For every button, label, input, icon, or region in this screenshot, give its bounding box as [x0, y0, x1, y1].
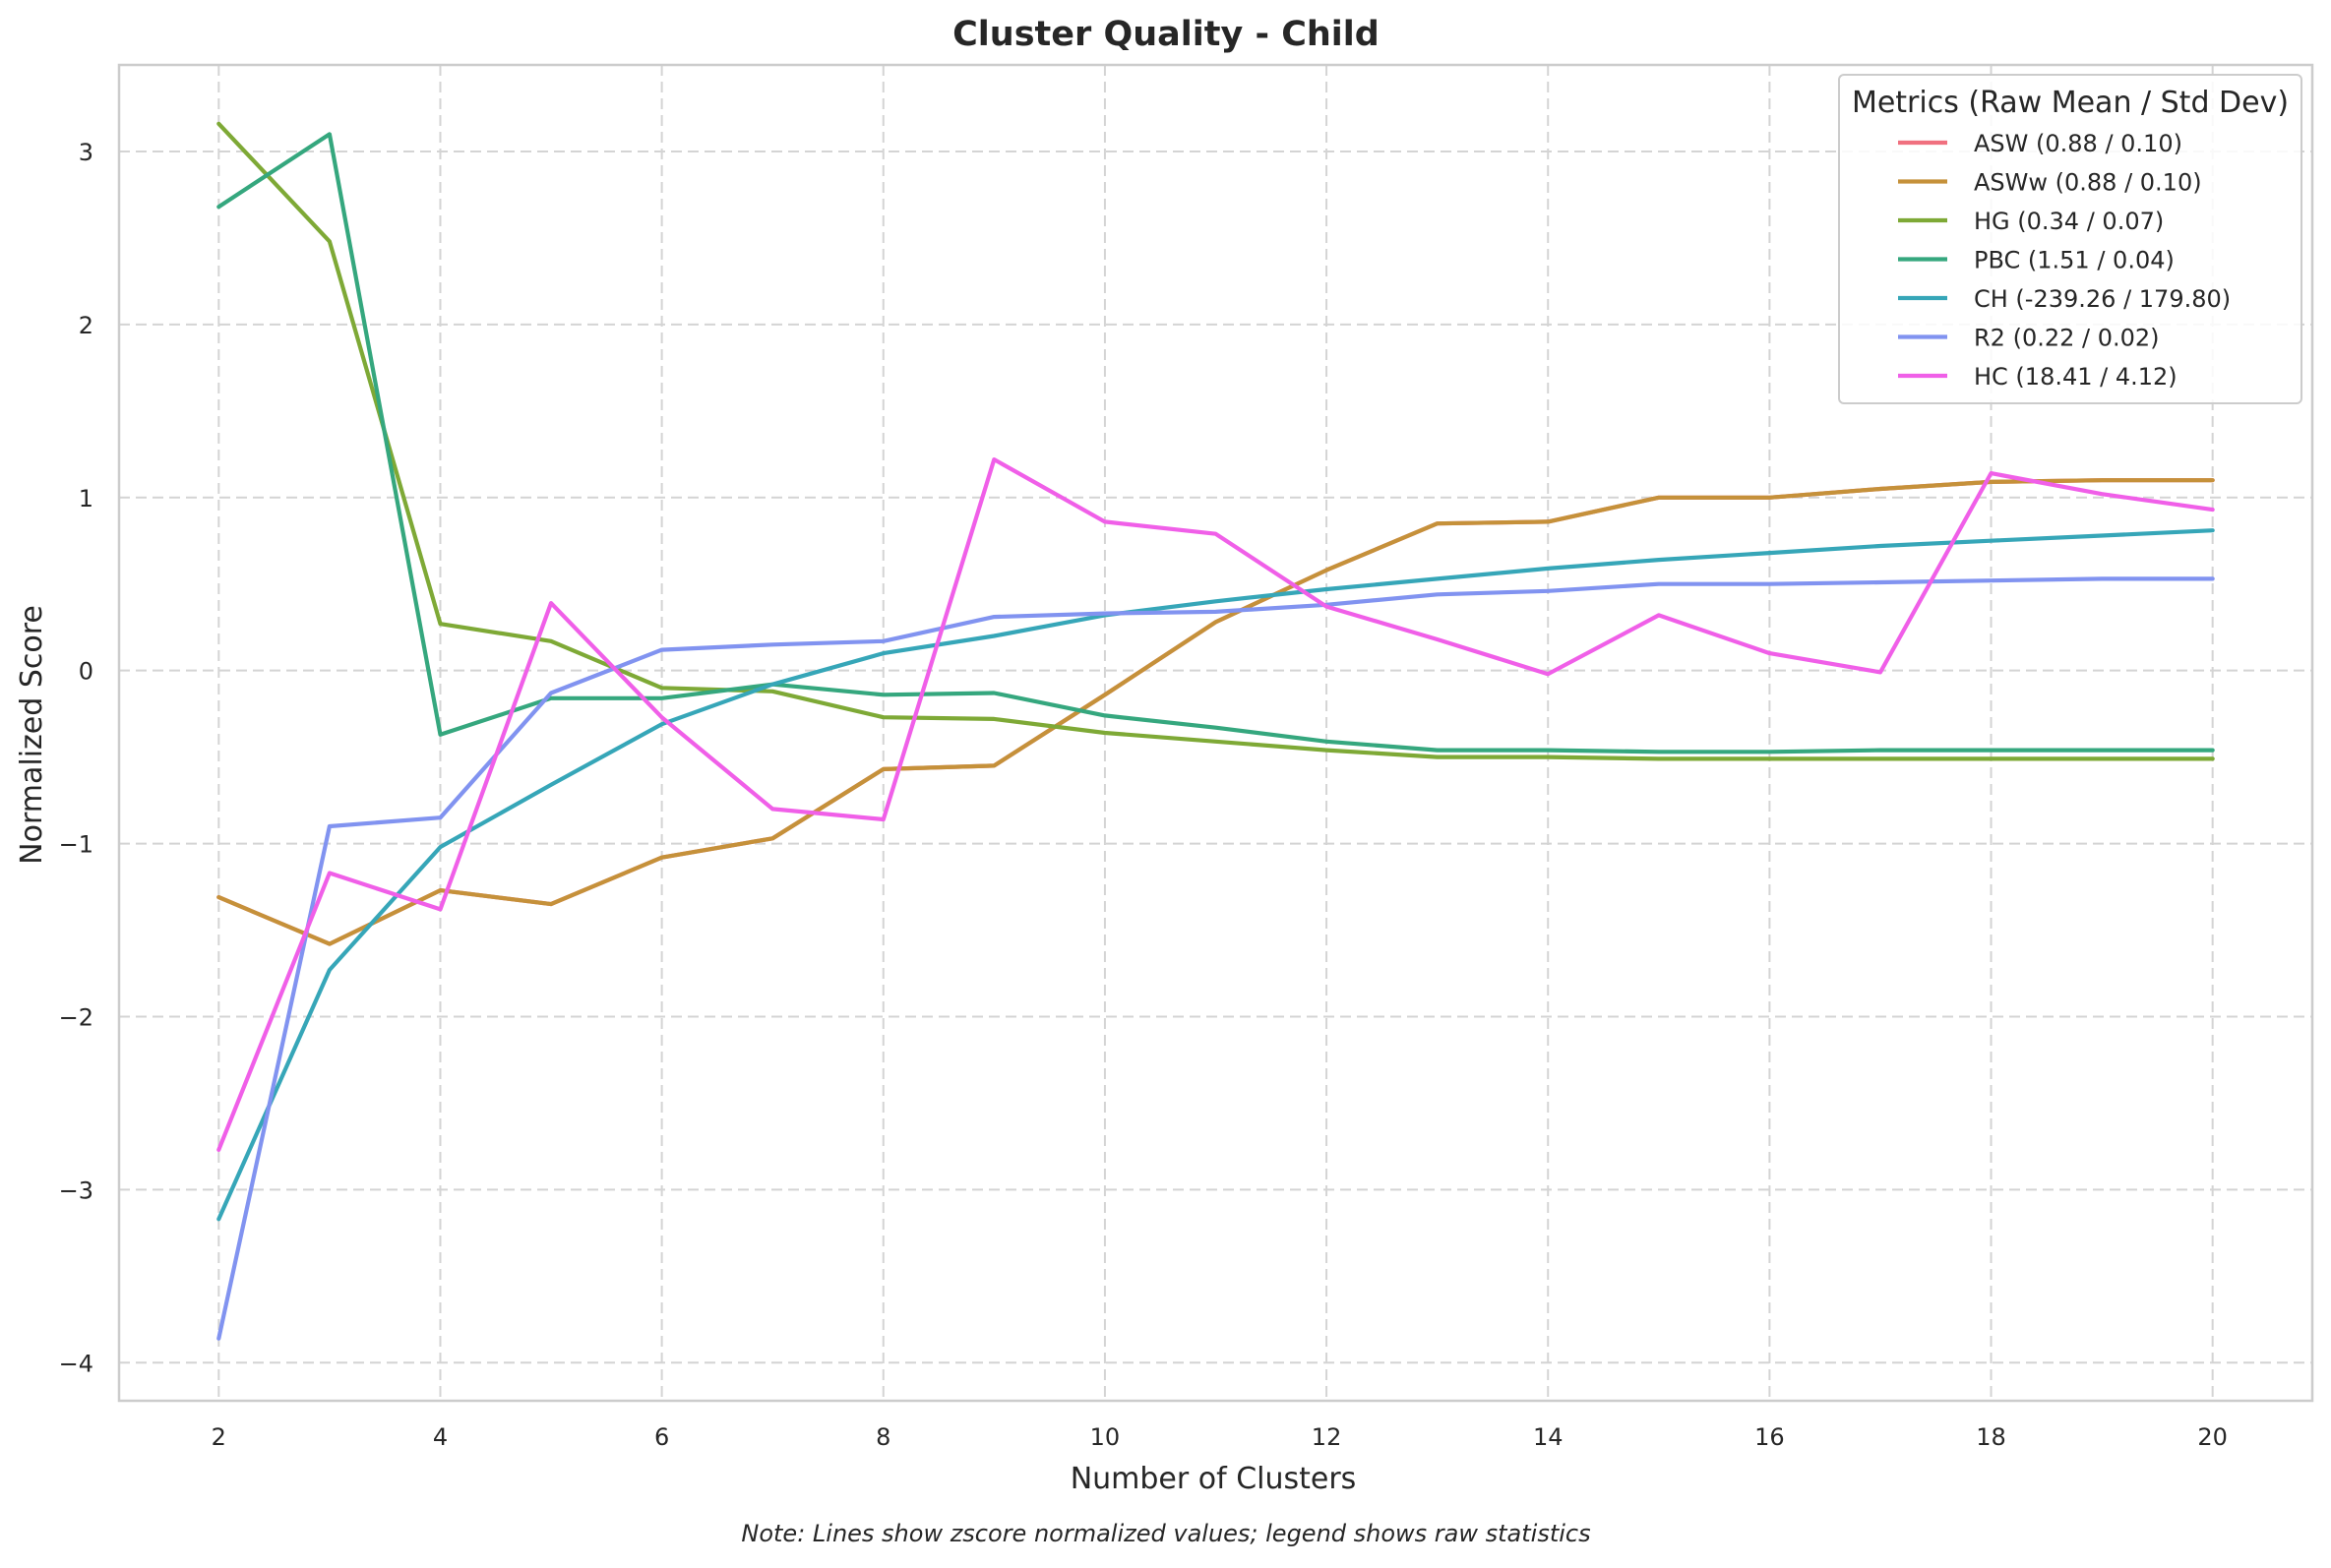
legend-label-hg: HG (0.34 / 0.07) [1974, 208, 2164, 235]
series-lines [216, 121, 2215, 1341]
chart-note: Note: Lines show zscore normalized value… [741, 1520, 1590, 1547]
y-tick-label: −4 [59, 1350, 93, 1377]
series-line-hc [216, 457, 2215, 1153]
series-line-pbc [216, 132, 2215, 754]
x-tick-label: 8 [876, 1423, 890, 1451]
y-tick-label: 0 [79, 658, 93, 686]
legend-label-r2: R2 (0.22 / 0.02) [1974, 325, 2160, 352]
y-tick-label: 2 [79, 312, 93, 339]
y-tick-label: 3 [79, 139, 93, 166]
y-tick-label: 1 [79, 485, 93, 513]
x-tick-label: 4 [433, 1423, 448, 1451]
y-tick-label: −2 [59, 1003, 93, 1031]
x-axis-label: Number of Clusters [1071, 1462, 1357, 1496]
x-tick-label: 10 [1090, 1423, 1121, 1451]
x-tick-label: 16 [1754, 1423, 1785, 1451]
x-tick-label: 20 [2197, 1423, 2228, 1451]
y-tick-label: −1 [59, 831, 93, 859]
series-line-r2 [216, 576, 2215, 1341]
series-line-hg [216, 121, 2215, 761]
legend-label-ch: CH (-239.26 / 179.80) [1974, 285, 2231, 313]
y-axis-label: Normalized Score [15, 605, 49, 865]
series-line-asww [216, 478, 2215, 946]
legend-title: Metrics (Raw Mean / Std Dev) [1852, 86, 2289, 120]
x-tick-label: 18 [1976, 1423, 2006, 1451]
plot-frame [117, 63, 2314, 1403]
x-tick-label: 12 [1312, 1423, 1342, 1451]
y-tick-label: −3 [59, 1176, 93, 1204]
x-axis: 2 4 6 8 10 12 14 16 18 20 [212, 1423, 2228, 1451]
legend-box [1838, 74, 2302, 404]
x-tick-label: 14 [1533, 1423, 1564, 1451]
legend-label-asw: ASW (0.88 / 0.10) [1974, 130, 2182, 157]
legend: Metrics (Raw Mean / Std Dev) ASW (0.88 /… [1838, 74, 2302, 404]
series-line-asw [216, 478, 2215, 946]
legend-label-hc: HC (18.41 / 4.12) [1974, 363, 2178, 391]
x-tick-label: 6 [654, 1423, 669, 1451]
y-axis: 3 2 1 0 −1 −2 −3 −4 [59, 139, 93, 1377]
legend-label-pbc: PBC (1.51 / 0.04) [1974, 247, 2175, 274]
chart-title: Cluster Quality - Child [952, 15, 1380, 54]
x-tick-label: 2 [212, 1423, 226, 1451]
legend-label-asww: ASWw (0.88 / 0.10) [1974, 169, 2202, 197]
series-line-ch [216, 528, 2215, 1222]
